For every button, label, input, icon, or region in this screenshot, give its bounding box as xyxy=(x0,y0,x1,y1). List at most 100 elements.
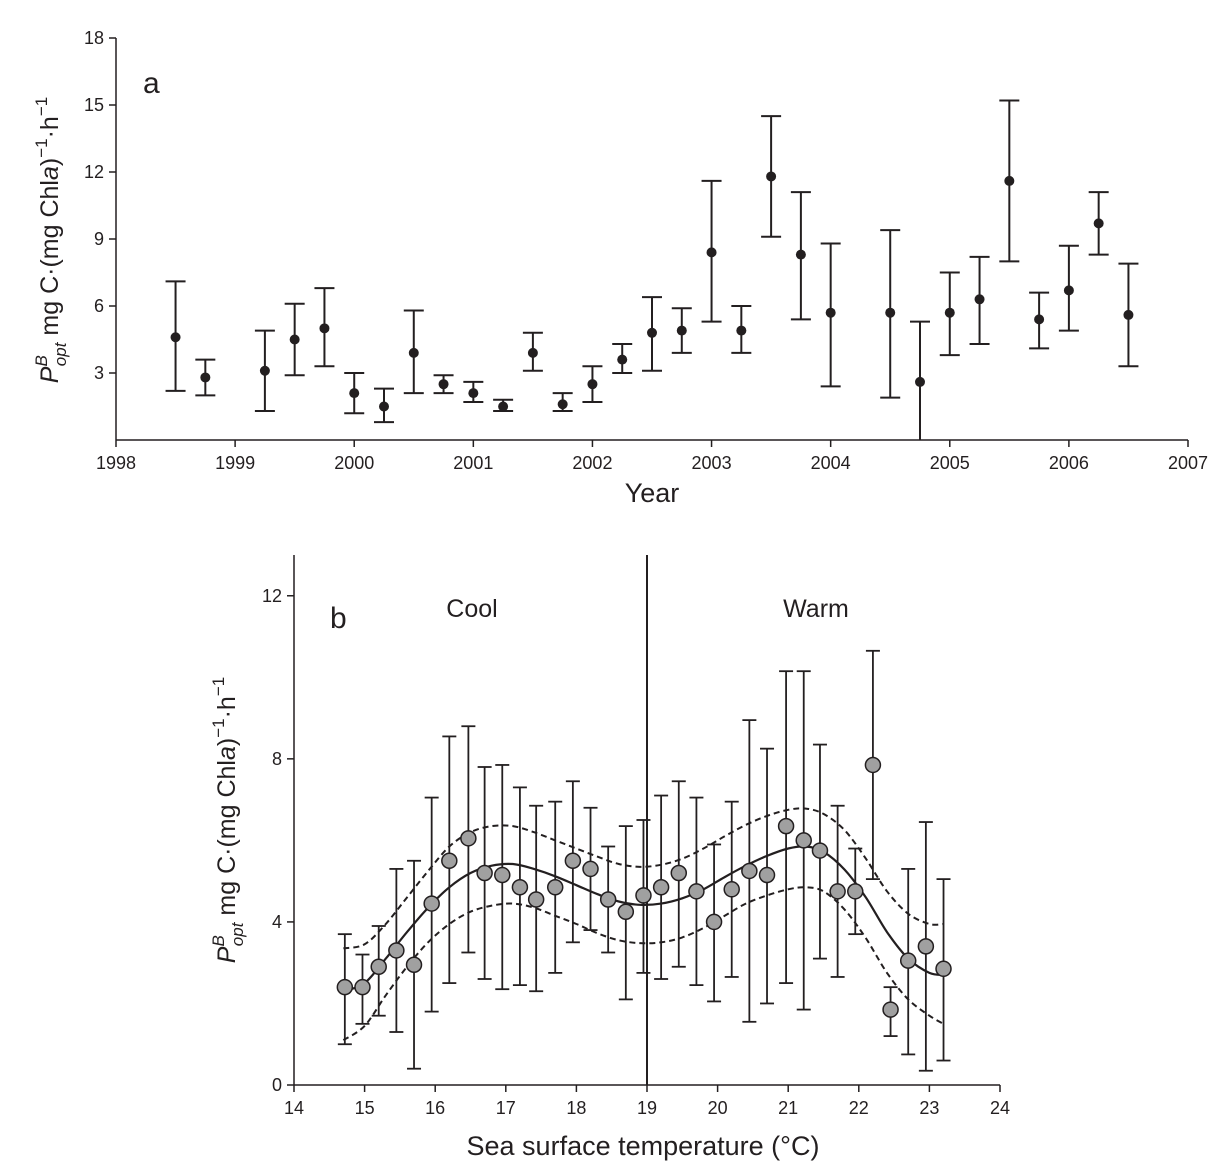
panel-a-data-point xyxy=(885,307,896,318)
panel-a-point-group xyxy=(582,365,603,404)
panel-a-data-point xyxy=(408,347,419,358)
panel-a-data-point xyxy=(974,294,985,305)
panel-a-point-group xyxy=(910,320,930,440)
panel-a-data-point xyxy=(1123,309,1134,320)
panel-b-point-group xyxy=(652,794,670,980)
panel-b-data-point xyxy=(899,952,917,969)
panel-a-data-point xyxy=(259,365,270,376)
panel-b-data-point xyxy=(441,852,458,870)
panel-b-data-point xyxy=(705,913,723,931)
panel-b-x-tick-label: 22 xyxy=(849,1098,869,1118)
panel-b-point-group xyxy=(670,780,688,968)
panel-b-data-point xyxy=(476,864,493,882)
panel-b-point-group xyxy=(546,800,564,974)
panel-a-point-group xyxy=(314,287,335,368)
panel-b-point-group xyxy=(599,845,617,954)
region-label-warm: Warm xyxy=(783,595,849,623)
panel-a-data-point xyxy=(736,325,747,336)
panel-b-data-point xyxy=(917,938,935,955)
panel-a-data-point xyxy=(498,401,509,412)
panel-b-data-point xyxy=(405,956,423,973)
panel-b-y-tick-label: 8 xyxy=(272,749,282,769)
panel-b-data-point xyxy=(670,864,688,882)
panel-a-data-point xyxy=(944,307,955,318)
panel-a-x-tick-label: 2002 xyxy=(572,453,612,473)
panel-b-point-group xyxy=(777,670,795,984)
panel-b-data-point xyxy=(582,860,599,878)
panel-a-point-group xyxy=(522,331,543,372)
panel-b-point-group xyxy=(423,796,440,1013)
panel-a-point-group xyxy=(731,305,752,354)
panel-b-data-point xyxy=(370,958,387,976)
panel-a-data xyxy=(165,99,1139,440)
panel-a-data-point xyxy=(647,327,657,338)
panel-a-data-point xyxy=(1063,285,1074,296)
panel-b-data-point xyxy=(688,883,705,900)
panel-a-point-group xyxy=(939,271,960,357)
panel-b-data-point xyxy=(617,903,635,920)
panel-b-x-tick-label: 24 xyxy=(990,1098,1010,1118)
panel-b-data-point xyxy=(777,817,795,835)
panel-b-point-group xyxy=(582,806,599,931)
panel-b-point-group xyxy=(882,986,899,1037)
panel-a-data-point xyxy=(289,334,300,345)
panel-b: b Cool Warm 0 4 8 12 14 15 16 17 18 19 20 21 22 23 24… xyxy=(209,555,1010,1161)
panel-a-point-group xyxy=(1058,244,1079,332)
panel-a-y-tick-label: 6 xyxy=(94,296,104,316)
panel-a-data-point xyxy=(706,247,717,258)
panel-b-y-tick-label: 4 xyxy=(272,912,282,932)
panel-a-letter: a xyxy=(143,67,160,100)
panel-b-point-group xyxy=(476,766,493,980)
panel-b-point-group xyxy=(829,804,846,978)
panel-a-point-group xyxy=(195,358,216,397)
panel-a-point-group xyxy=(880,229,901,399)
panel-b-x-tick-label: 15 xyxy=(355,1098,375,1118)
panel-a-y-tick-label: 18 xyxy=(84,28,104,48)
panel-a-point-group xyxy=(433,374,454,395)
panel-b-x-ticks: 14 15 16 17 18 19 20 21 22 23 24 xyxy=(284,1085,1010,1118)
panel-b-data-point xyxy=(758,866,776,884)
panel-a-data-point xyxy=(915,376,925,387)
panel-b-point-group xyxy=(617,825,635,1001)
panel-a-data-point xyxy=(200,372,211,383)
panel-a-data-point xyxy=(587,379,598,390)
panel-a-x-axis-title: Year xyxy=(625,478,680,508)
panel-b-data-point xyxy=(460,830,477,847)
panel-b-point-group xyxy=(811,743,829,960)
panel-a-data-point xyxy=(676,325,687,336)
panel-b-point-group xyxy=(635,819,652,974)
panel-b-data-point xyxy=(882,1001,899,1018)
panel-b-data-point xyxy=(864,756,882,774)
panel-a-point-group xyxy=(612,342,633,374)
panel-b-data-point xyxy=(723,881,740,898)
panel-b-point-group xyxy=(336,933,354,1046)
panel-a-data-point xyxy=(617,354,628,365)
panel-a-point-group xyxy=(969,255,990,345)
panel-a-point-group xyxy=(254,329,275,412)
panel-b-point-group xyxy=(917,821,935,1072)
panel-a-point-group xyxy=(403,309,424,395)
panel-b-x-tick-label: 18 xyxy=(566,1098,586,1118)
panel-a-x-tick-label: 2006 xyxy=(1049,453,1089,473)
panel-a-x-tick-label: 2000 xyxy=(334,453,374,473)
panel-a-x-tick-label: 2007 xyxy=(1168,453,1208,473)
panel-a-data-point xyxy=(468,388,479,399)
panel-b-point-group xyxy=(460,725,477,954)
panel-a-point-group xyxy=(701,179,722,323)
panel-b-point-group xyxy=(564,780,582,944)
panel-b-x-tick-label: 23 xyxy=(919,1098,939,1118)
panel-b-x-axis-title: Sea surface temperature (°C) xyxy=(467,1131,820,1161)
panel-a-point-group xyxy=(165,280,186,392)
panel-a: a 3 6 9 12 15 18 1998 1999 2000 2001 2002 2003 2004… xyxy=(32,28,1208,508)
panel-b-point-group xyxy=(758,747,776,1005)
panel-a-point-group xyxy=(642,296,662,372)
panel-b-data-point xyxy=(635,887,652,904)
panel-b-data-point xyxy=(811,842,829,859)
panel-b-x-tick-label: 21 xyxy=(778,1098,798,1118)
panel-b-data-point xyxy=(336,978,354,996)
panel-a-point-group xyxy=(1118,262,1139,368)
panel-a-data-point xyxy=(170,332,181,343)
panel-a-x-tick-label: 1999 xyxy=(215,453,255,473)
panel-a-point-group xyxy=(820,242,841,388)
panel-b-point-group xyxy=(705,843,723,1003)
